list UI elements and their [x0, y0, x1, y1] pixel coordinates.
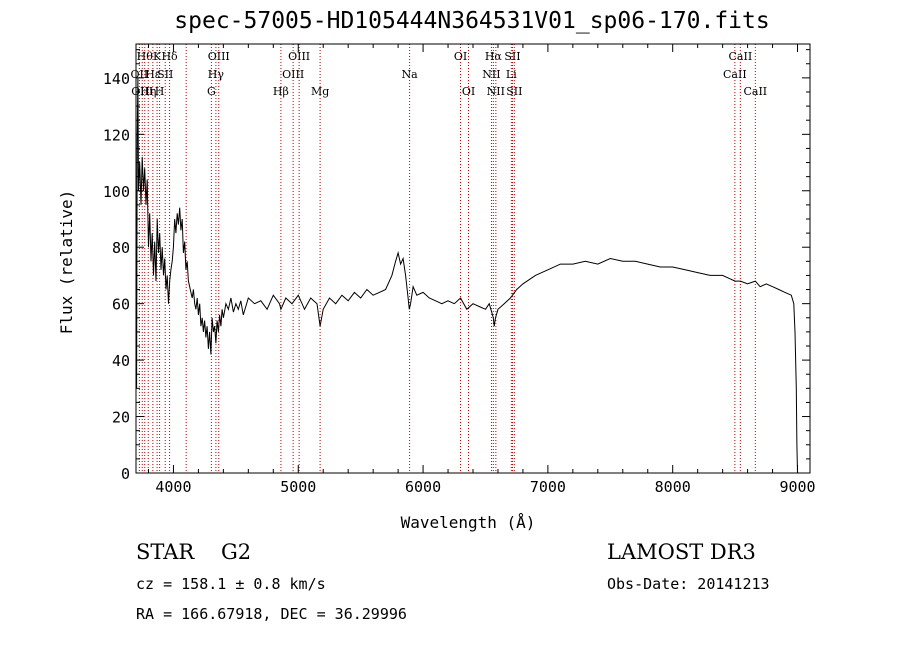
emission-line-markers [138, 44, 756, 473]
y-tick-label-5: 100 [103, 183, 130, 201]
line-label-25: SII [506, 85, 522, 98]
line-label-28: CaII [743, 85, 767, 98]
line-label-23: Li [506, 68, 517, 81]
y-axis: 0 20 40 60 80 100 120 140 [103, 49, 810, 483]
x-axis-label: Wavelength (Å) [401, 513, 536, 532]
y-tick-label-6: 120 [103, 126, 130, 144]
y-tick-label-0: 0 [121, 465, 130, 483]
line-label-13: Hβ [273, 85, 289, 98]
line-label-11: Hγ [208, 68, 225, 81]
x-tick-label-0: 4000 [155, 478, 191, 496]
line-label-8: Hδ [161, 50, 178, 63]
chart-title: spec-57005-HD105444N364531V01_sp06-170.f… [174, 8, 770, 34]
line-label-22: NII [487, 85, 505, 98]
line-label-7: SII [157, 68, 173, 81]
line-label-5: K [153, 50, 162, 63]
subclass-label: G2 [220, 540, 252, 564]
line-label-27: CaII [729, 50, 753, 63]
x-tick-label-1: 5000 [280, 478, 316, 496]
line-label-2: Hθ [137, 50, 154, 63]
line-label-20: NII [482, 68, 500, 81]
survey-name: LAMOST DR3 [607, 540, 756, 564]
y-tick-label-2: 40 [112, 352, 130, 370]
line-label-18: OI [454, 50, 467, 63]
y-axis-label: Flux (relative) [57, 190, 76, 335]
plot-frame [135, 43, 811, 474]
line-label-3: Hη [140, 85, 156, 98]
x-tick-label-4: 8000 [655, 478, 691, 496]
object-class: STAR G2 [136, 540, 251, 564]
line-label-16: Mg [311, 85, 329, 98]
x-tick-label-5: 9000 [779, 478, 815, 496]
emission-line-labels: OIIOIIIHθHηHεKHSIIHδGHγOIIIHβOIIIOIIIMgN… [131, 50, 768, 98]
line-label-6: H [155, 85, 165, 98]
line-label-15: OIII [288, 50, 310, 63]
coordinates: RA = 166.67918, DEC = 36.29996 [136, 605, 407, 623]
line-label-19: OI [462, 85, 475, 98]
x-tick-label-3: 7000 [530, 478, 566, 496]
y-tick-label-4: 80 [112, 239, 130, 257]
line-label-1: OIII [131, 85, 153, 98]
y-tick-label-7: 140 [103, 70, 130, 88]
x-tick-label-2: 6000 [405, 478, 441, 496]
obs-date: Obs-Date: 20141213 [607, 575, 770, 593]
line-label-10: G [207, 85, 216, 98]
class-label: STAR [136, 540, 195, 564]
redshift-line: cz = 158.1 ± 0.8 km/s [136, 575, 326, 593]
line-label-17: Na [402, 68, 419, 81]
line-label-24: SII [504, 50, 520, 63]
line-label-26: CaII [723, 68, 747, 81]
line-label-21: Hα [485, 50, 503, 63]
line-label-14: OIII [282, 68, 304, 81]
line-label-4: Hε [145, 68, 161, 81]
flux-series-line [135, 77, 798, 474]
line-label-12: OIII [208, 50, 230, 63]
y-tick-label-3: 60 [112, 296, 130, 314]
x-axis: 4000 5000 6000 7000 8000 9000 [147, 44, 816, 496]
y-tick-label-1: 20 [112, 409, 130, 427]
